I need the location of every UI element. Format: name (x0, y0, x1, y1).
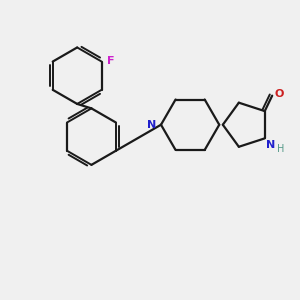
Text: N: N (147, 120, 157, 130)
Text: F: F (107, 56, 114, 66)
Text: H: H (277, 144, 285, 154)
Text: N: N (266, 140, 275, 150)
Text: O: O (274, 89, 284, 99)
